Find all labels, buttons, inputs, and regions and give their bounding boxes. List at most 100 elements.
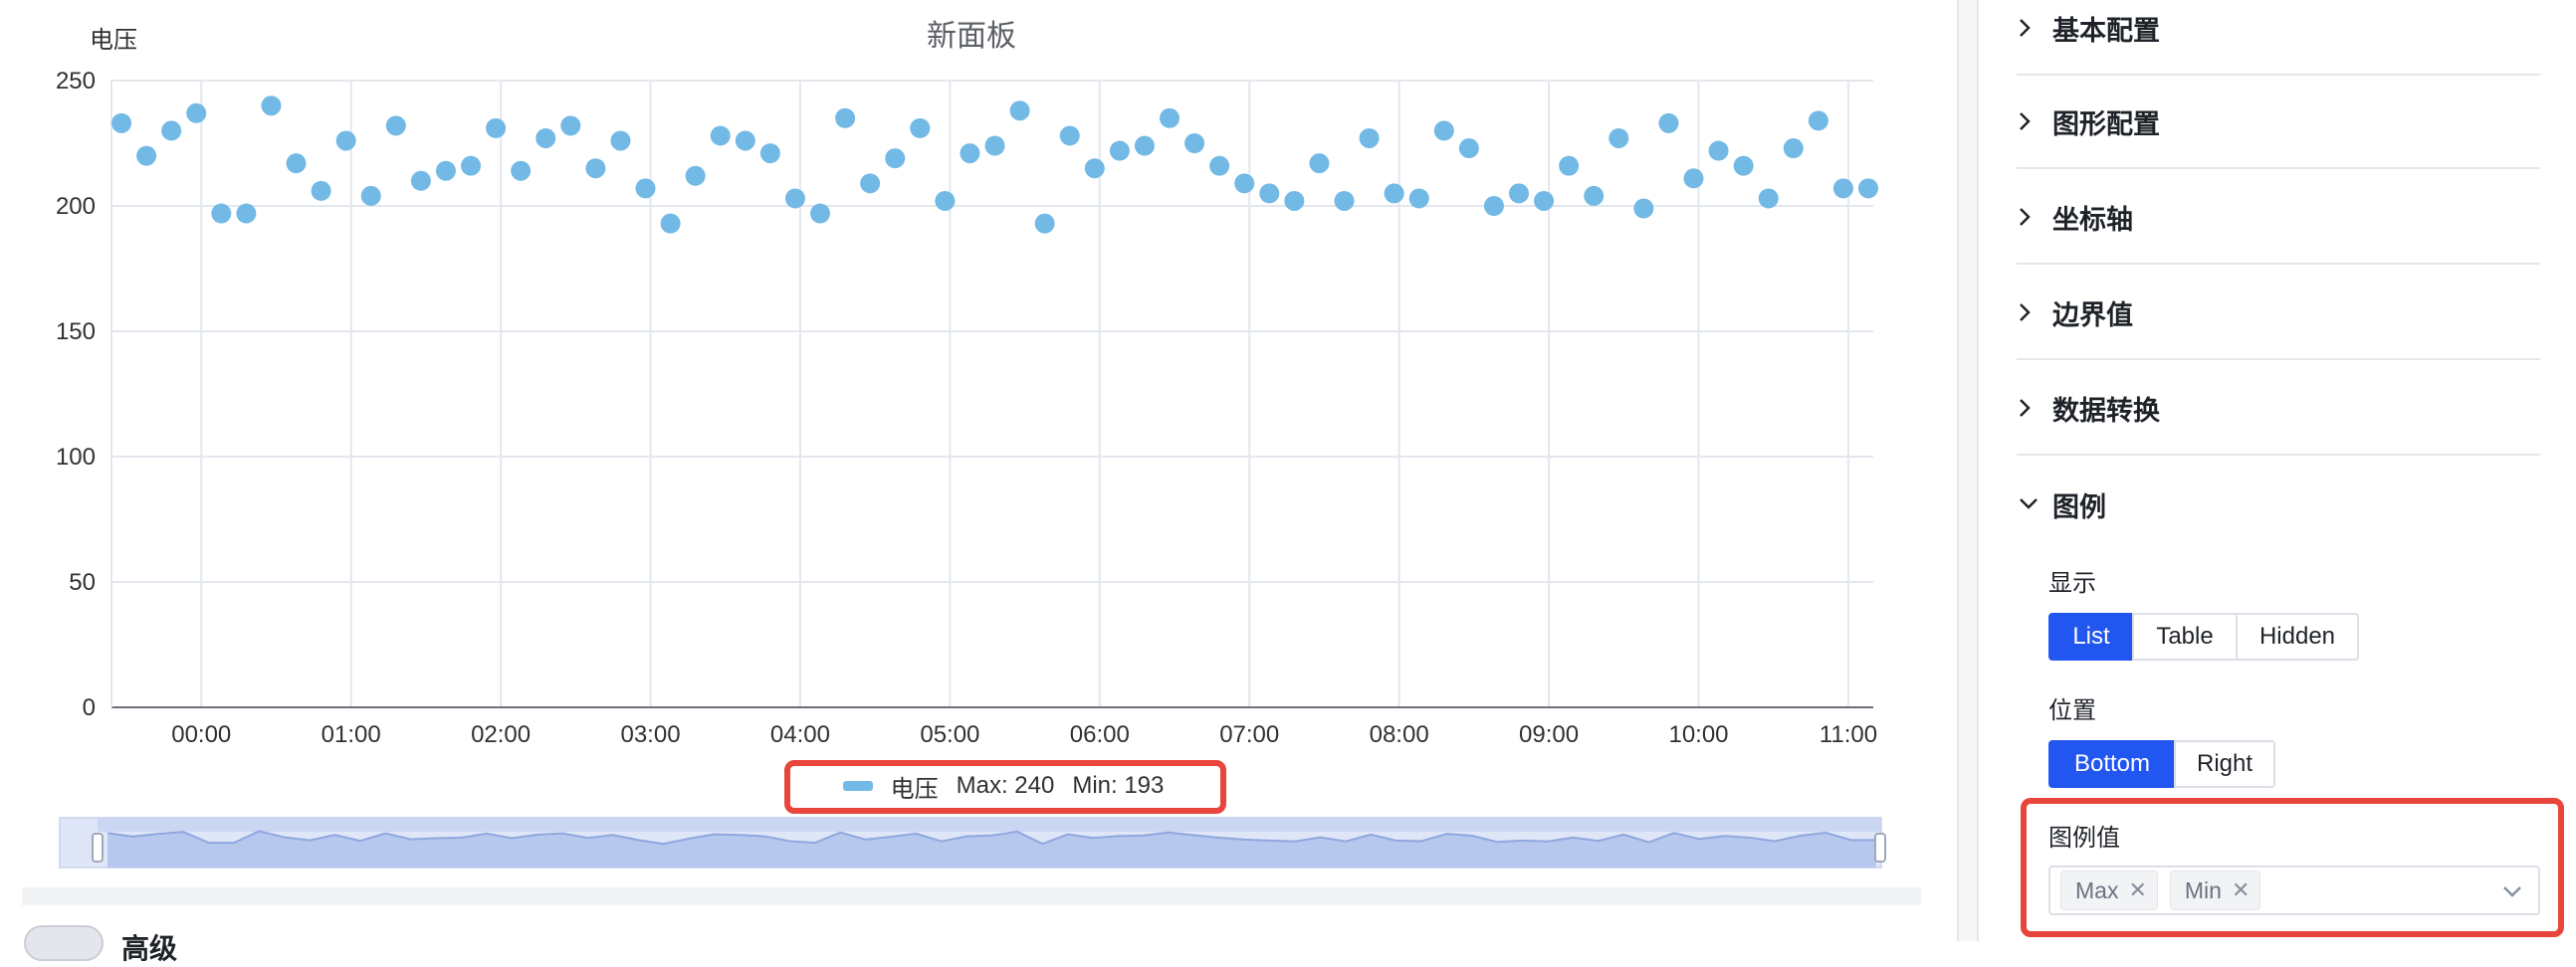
data-point[interactable]	[1034, 213, 1055, 234]
data-point[interactable]	[660, 213, 681, 234]
data-point[interactable]	[236, 203, 257, 224]
data-point[interactable]	[1609, 127, 1629, 148]
section-legend[interactable]: 图例	[2017, 458, 2540, 551]
slider-handle-right[interactable]	[1874, 833, 1886, 863]
data-point[interactable]	[585, 158, 606, 179]
chart-legend[interactable]: 电压 Max: 240 Min: 193	[784, 760, 1222, 812]
data-point[interactable]	[211, 203, 232, 224]
data-point[interactable]	[635, 178, 656, 199]
data-point[interactable]	[735, 130, 755, 151]
data-point[interactable]	[1808, 110, 1828, 131]
data-point[interactable]	[1334, 190, 1355, 211]
data-point[interactable]	[261, 96, 282, 116]
data-point[interactable]	[1559, 155, 1580, 176]
data-point[interactable]	[410, 170, 431, 191]
data-point[interactable]	[1857, 178, 1878, 199]
data-point[interactable]	[784, 188, 805, 209]
data-point[interactable]	[1134, 135, 1155, 156]
section-data-transform[interactable]: 数据转换	[2017, 362, 2540, 456]
position-bottom-button[interactable]: Bottom	[2048, 740, 2176, 788]
slider-handle-left[interactable]	[92, 833, 104, 863]
data-point[interactable]	[511, 160, 532, 181]
data-point[interactable]	[360, 185, 381, 206]
legend-swatch	[842, 781, 873, 791]
display-list-button[interactable]: List	[2048, 613, 2134, 661]
data-point[interactable]	[1758, 188, 1779, 209]
close-icon[interactable]: ✕	[2231, 877, 2251, 902]
data-point[interactable]	[161, 120, 182, 141]
data-point[interactable]	[1683, 168, 1704, 189]
data-point[interactable]	[1832, 178, 1853, 199]
data-point[interactable]	[835, 107, 856, 128]
chevron-right-icon	[2017, 13, 2052, 43]
data-point[interactable]	[1783, 138, 1804, 159]
data-point[interactable]	[885, 148, 906, 169]
data-point[interactable]	[685, 165, 706, 186]
data-point[interactable]	[1408, 188, 1429, 209]
data-point[interactable]	[1534, 190, 1555, 211]
display-hidden-button[interactable]: Hidden	[2236, 613, 2359, 661]
data-point[interactable]	[1184, 133, 1205, 153]
data-point[interactable]	[136, 145, 157, 166]
data-point[interactable]	[1009, 100, 1030, 121]
data-point[interactable]	[1109, 140, 1130, 161]
data-point[interactable]	[1633, 198, 1654, 219]
data-point[interactable]	[1259, 183, 1280, 204]
data-point[interactable]	[111, 112, 132, 133]
section-basic-config[interactable]: 基本配置	[2017, 0, 2540, 76]
chevron-down-icon[interactable]	[2500, 879, 2524, 908]
data-point[interactable]	[1458, 138, 1479, 159]
data-point[interactable]	[1708, 140, 1729, 161]
data-point[interactable]	[1584, 185, 1605, 206]
scatter-points[interactable]	[111, 96, 1878, 234]
data-point[interactable]	[536, 127, 556, 148]
data-point[interactable]	[1284, 190, 1305, 211]
legend-values-select[interactable]: Max ✕ Min ✕	[2048, 866, 2540, 915]
data-point[interactable]	[910, 117, 931, 138]
x-tick-label: 06:00	[1070, 721, 1130, 748]
advanced-toggle-label: 高级	[121, 933, 178, 964]
data-point[interactable]	[960, 143, 980, 164]
section-title: 坐标轴	[2052, 204, 2133, 235]
position-right-button[interactable]: Right	[2174, 740, 2275, 788]
section-graph-config[interactable]: 图形配置	[2017, 76, 2540, 169]
data-point[interactable]	[984, 135, 1005, 156]
data-point[interactable]	[1384, 183, 1404, 204]
data-point[interactable]	[710, 125, 731, 146]
section-thresholds[interactable]: 边界值	[2017, 267, 2540, 360]
data-point[interactable]	[435, 160, 456, 181]
data-point[interactable]	[486, 117, 507, 138]
close-icon[interactable]: ✕	[2128, 877, 2147, 902]
data-point[interactable]	[810, 203, 831, 224]
data-point[interactable]	[186, 102, 207, 123]
slider-selected-range[interactable]	[98, 818, 1881, 832]
data-point[interactable]	[1483, 196, 1504, 216]
data-point[interactable]	[286, 153, 307, 174]
legend-min-value: Min: 193	[1072, 772, 1165, 799]
data-point[interactable]	[1234, 173, 1255, 194]
data-point[interactable]	[311, 180, 331, 201]
time-range-slider[interactable]	[59, 817, 1886, 869]
data-point[interactable]	[1359, 127, 1380, 148]
data-point[interactable]	[1209, 155, 1230, 176]
data-point[interactable]	[461, 155, 482, 176]
display-table-button[interactable]: Table	[2132, 613, 2238, 661]
panel-splitter[interactable]	[1957, 0, 1979, 941]
data-point[interactable]	[1309, 153, 1330, 174]
data-point[interactable]	[1733, 155, 1754, 176]
data-point[interactable]	[1508, 183, 1529, 204]
data-point[interactable]	[1059, 125, 1080, 146]
data-point[interactable]	[610, 130, 631, 151]
data-point[interactable]	[759, 143, 780, 164]
data-point[interactable]	[385, 115, 406, 136]
data-point[interactable]	[935, 190, 956, 211]
section-axes[interactable]: 坐标轴	[2017, 171, 2540, 265]
data-point[interactable]	[860, 173, 881, 194]
data-point[interactable]	[560, 115, 581, 136]
advanced-toggle[interactable]	[24, 925, 104, 961]
data-point[interactable]	[1084, 158, 1105, 179]
data-point[interactable]	[335, 130, 356, 151]
data-point[interactable]	[1658, 112, 1679, 133]
data-point[interactable]	[1160, 107, 1181, 128]
data-point[interactable]	[1433, 120, 1454, 141]
